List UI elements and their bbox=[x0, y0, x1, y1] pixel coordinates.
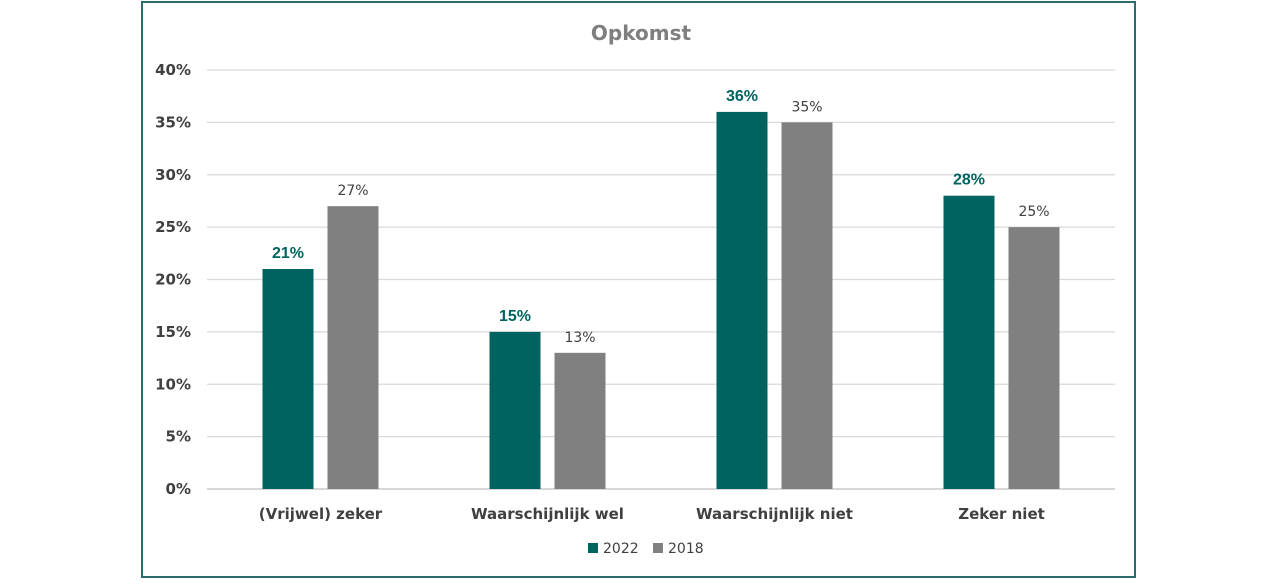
bar-2018 bbox=[554, 352, 606, 489]
bar-2022 bbox=[943, 195, 995, 489]
y-tick-label: 15% bbox=[155, 323, 191, 341]
bar-2018 bbox=[327, 206, 379, 490]
bar-chart: Opkomst 0% 5% 10% 15% 20% 25% 30% 35% 40% 21% 27%… bbox=[155, 21, 1115, 557]
x-tick-label: (Vrijwel) zeker bbox=[259, 505, 383, 523]
data-label-2018: 25% bbox=[1018, 204, 1049, 220]
legend-label-2022: 2022 bbox=[603, 541, 639, 557]
y-tick-label: 10% bbox=[155, 375, 191, 393]
legend: 2022 2018 bbox=[588, 541, 704, 557]
y-tick-label: 5% bbox=[166, 428, 191, 446]
data-label-2018: 13% bbox=[564, 330, 595, 346]
legend-swatch-2018 bbox=[653, 543, 663, 553]
y-tick-label: 0% bbox=[166, 480, 191, 498]
bar-2022 bbox=[262, 269, 314, 489]
y-tick-label: 25% bbox=[155, 218, 191, 236]
data-label-2022: 21% bbox=[272, 245, 304, 262]
y-tick-label: 35% bbox=[155, 113, 191, 131]
x-axis: (Vrijwel) zeker Waarschijnlijk wel Waarsch… bbox=[259, 505, 1045, 523]
y-axis: 0% 5% 10% 15% 20% 25% 30% 35% 40% bbox=[155, 61, 191, 498]
y-tick-label: 20% bbox=[155, 271, 191, 289]
data-label-2018: 35% bbox=[791, 99, 822, 115]
x-tick-label: Waarschijnlijk niet bbox=[696, 505, 853, 523]
y-tick-label: 30% bbox=[155, 166, 191, 184]
bar-2022 bbox=[716, 111, 768, 490]
data-label-2022: 36% bbox=[726, 88, 758, 105]
x-tick-label: Zeker niet bbox=[958, 505, 1045, 523]
y-tick-label: 40% bbox=[155, 61, 191, 79]
x-tick-label: Waarschijnlijk wel bbox=[471, 505, 624, 523]
data-label-2022: 28% bbox=[953, 172, 985, 189]
legend-label-2018: 2018 bbox=[668, 541, 704, 557]
bar-2018 bbox=[781, 122, 833, 489]
bar-2018 bbox=[1008, 227, 1060, 489]
data-label-2022: 15% bbox=[499, 308, 531, 325]
bar-2022 bbox=[489, 331, 541, 489]
data-labels: 21% 27% 15% 13% 36% 35% 28% 25% bbox=[272, 88, 1050, 346]
legend-swatch-2022 bbox=[588, 543, 598, 553]
chart-frame: Opkomst 0% 5% 10% 15% 20% 25% 30% 35% 40% 21% 27%… bbox=[141, 1, 1136, 578]
chart-title: Opkomst bbox=[591, 21, 692, 45]
data-label-2018: 27% bbox=[337, 183, 368, 199]
bars bbox=[262, 111, 1060, 490]
